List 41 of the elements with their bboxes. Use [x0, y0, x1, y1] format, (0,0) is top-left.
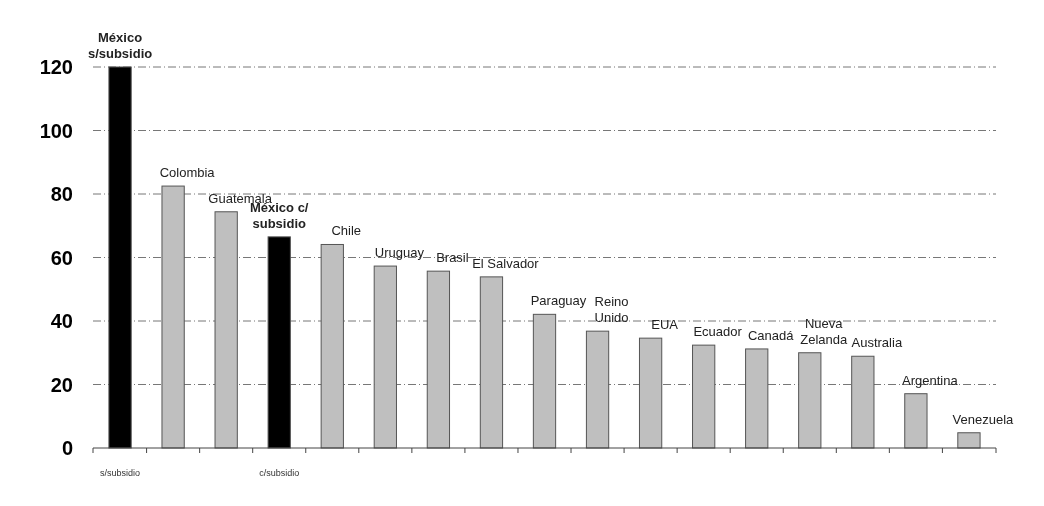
- bar: [267, 236, 291, 449]
- y-tick-label: 60: [50, 246, 73, 269]
- data-label: México s/subsidio: [87, 30, 153, 61]
- bar: [426, 270, 451, 449]
- x-tick-label: c/subsidio: [259, 468, 300, 478]
- data-label: Chile: [331, 223, 362, 239]
- bar: [745, 348, 769, 449]
- bar: [532, 313, 557, 449]
- data-label: Uruguay: [374, 245, 425, 261]
- bar: [798, 352, 822, 449]
- data-label: Nueva Zelanda: [800, 315, 849, 347]
- data-label: Colombia: [159, 165, 216, 181]
- bar: [373, 265, 397, 449]
- bar: [638, 337, 663, 449]
- data-label: EUA: [651, 317, 679, 333]
- bar: [320, 243, 344, 449]
- bar: [161, 185, 185, 449]
- data-label: El Salvador: [472, 255, 540, 271]
- bar: [214, 211, 238, 449]
- data-label: Venezuela: [952, 411, 1015, 427]
- y-tick-label: 120: [39, 56, 73, 78]
- y-tick-label: 80: [50, 183, 73, 205]
- data-label: Canadá: [747, 327, 795, 343]
- data-label: Ecuador: [693, 324, 743, 340]
- bar: [479, 276, 504, 449]
- data-label: Argentina: [902, 372, 959, 388]
- y-tick-label: 0: [61, 437, 73, 459]
- data-label: Reino Unido: [594, 294, 629, 326]
- bar: [904, 393, 928, 449]
- data-label: Paraguay: [530, 293, 587, 309]
- x-tick-label: s/subsidio: [100, 468, 141, 478]
- bar: [585, 330, 610, 449]
- y-tick-label: 100: [39, 119, 73, 142]
- data-label: Brasil: [436, 250, 469, 266]
- bar: [108, 66, 132, 449]
- data-label: Australia: [851, 335, 903, 351]
- bar: [957, 432, 981, 449]
- y-tick-label: 40: [50, 310, 73, 332]
- bar: [692, 344, 716, 449]
- bar: [851, 355, 875, 449]
- y-tick-label: 20: [50, 373, 73, 396]
